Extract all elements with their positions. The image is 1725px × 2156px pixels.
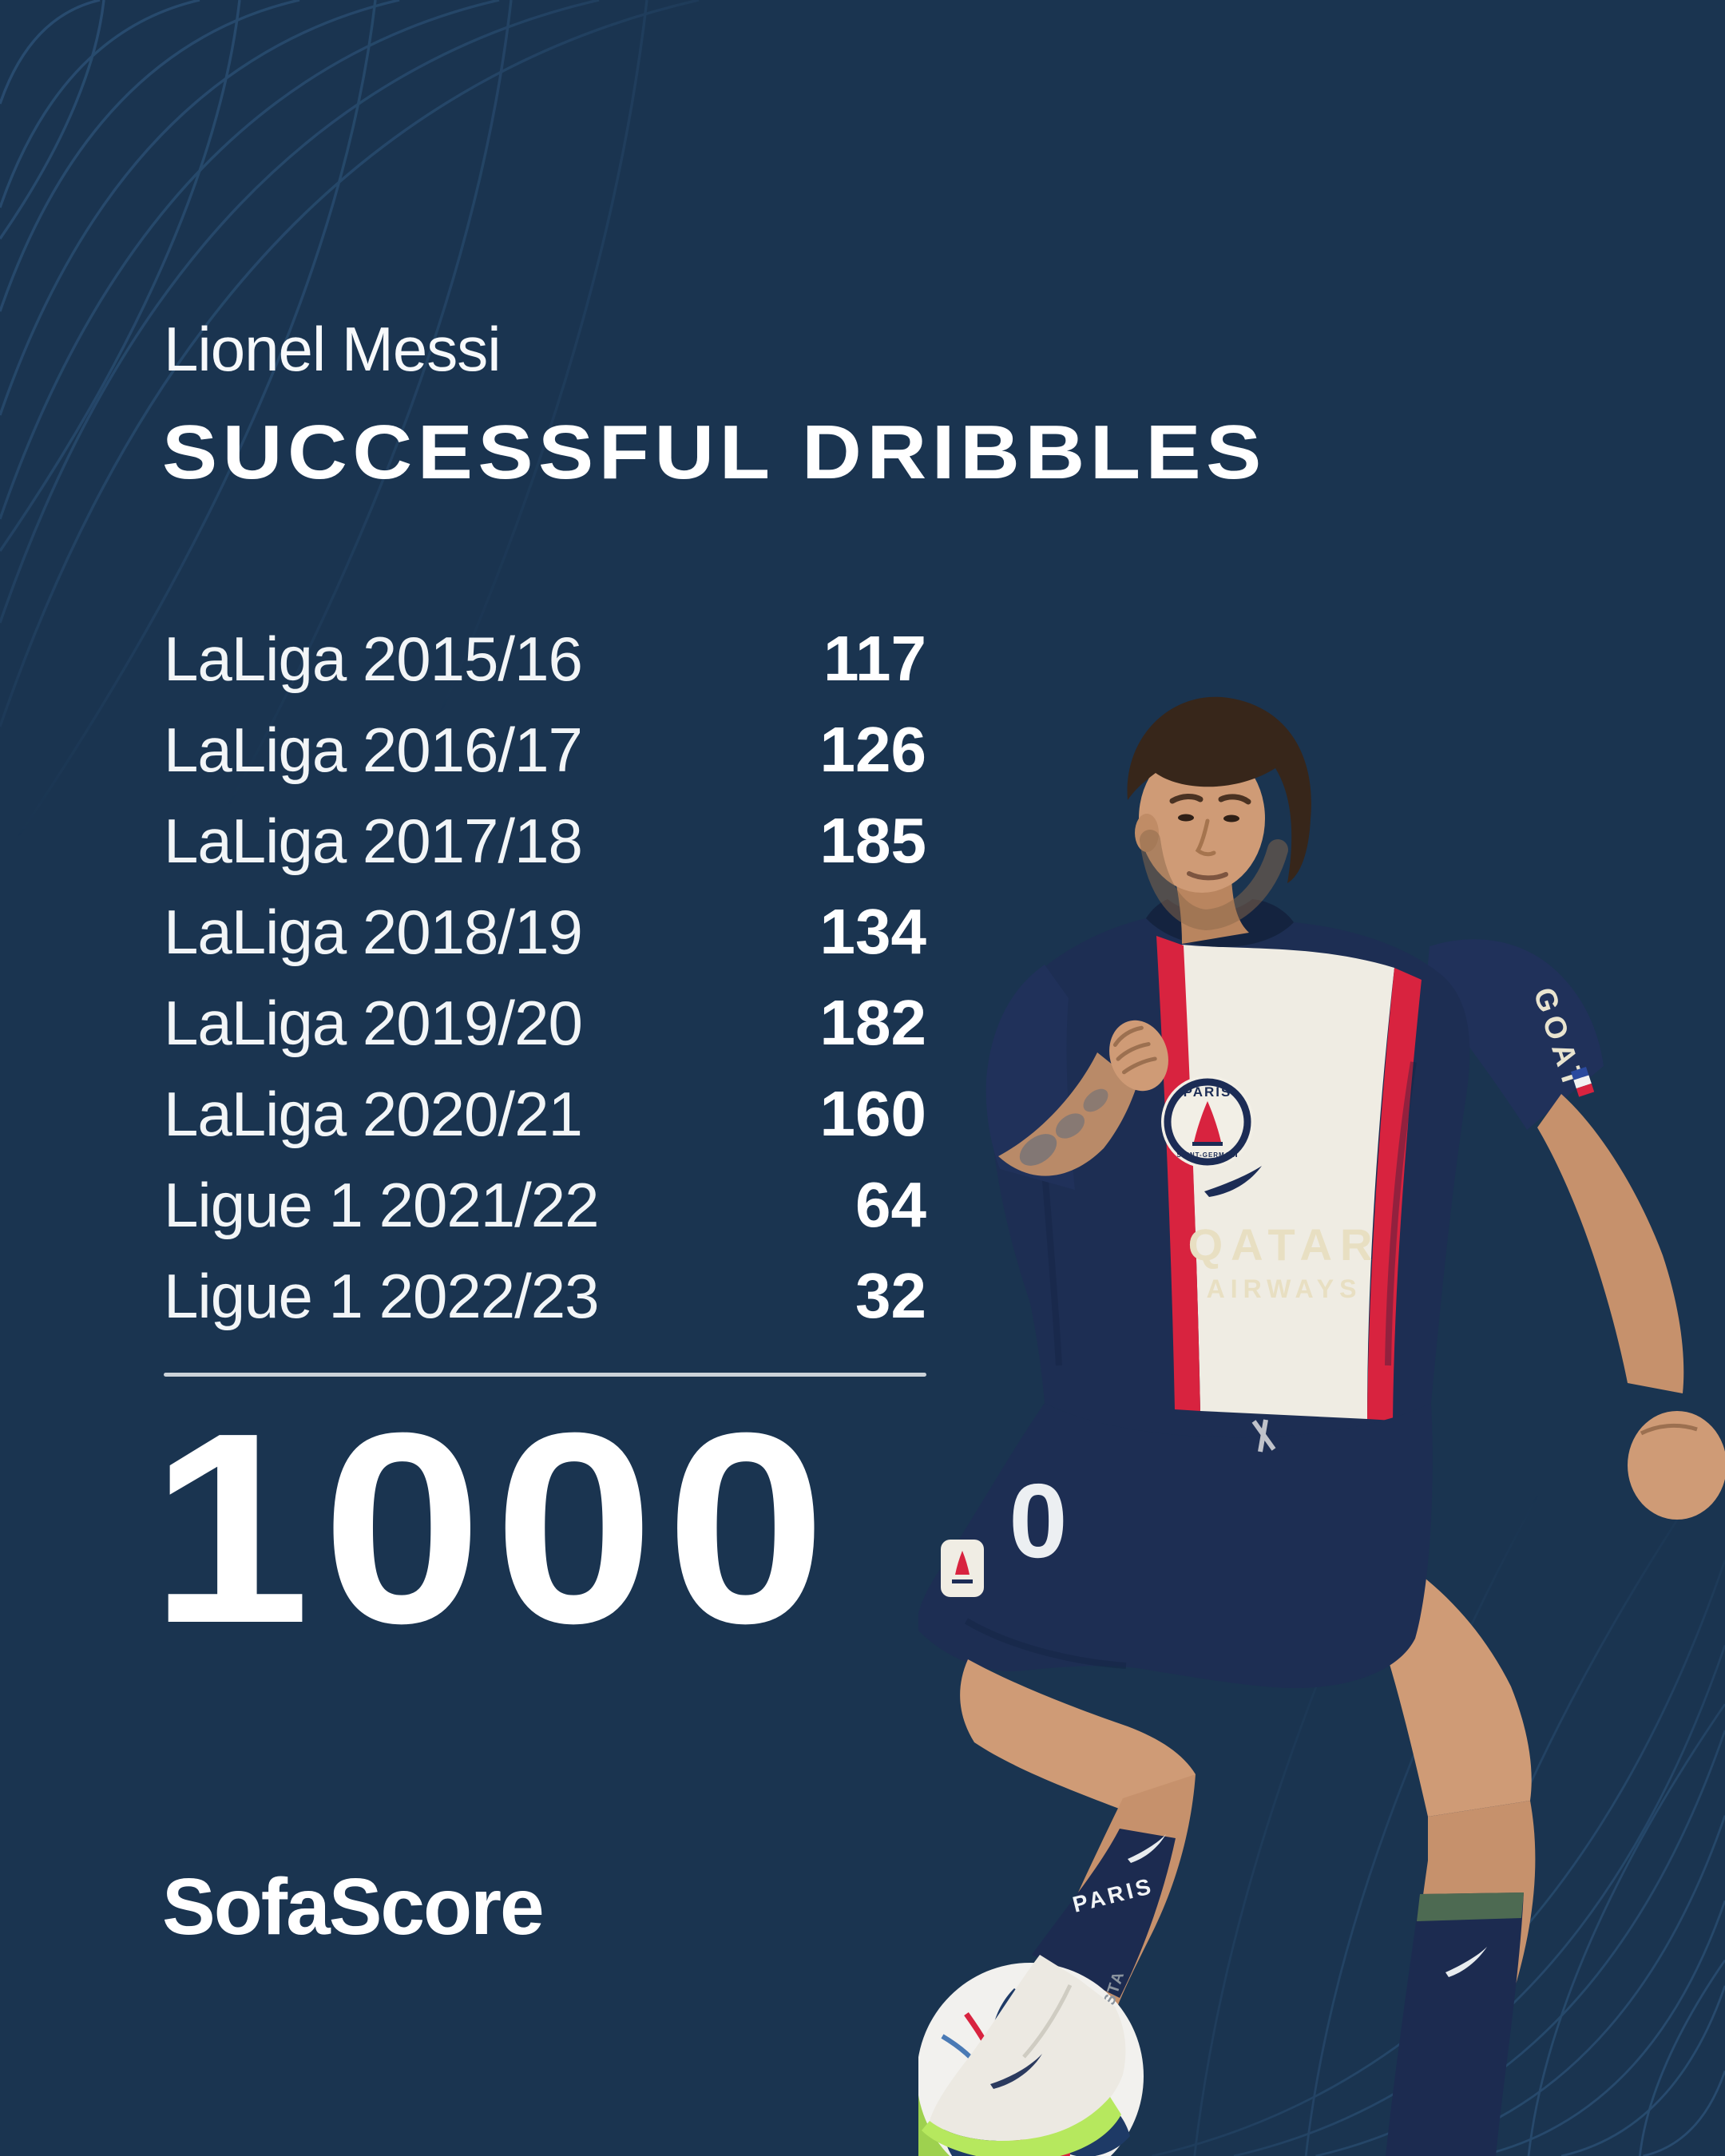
stat-label: LaLiga 2016/17 [164,715,583,785]
shorts: 0 [918,1403,1433,1688]
player-name: Lionel Messi [164,314,502,384]
stats-list: LaLiga 2015/16 117 LaLiga 2016/17 126 La… [164,613,926,1342]
france-flag-patch [1570,1067,1595,1097]
stat-label: LaLiga 2015/16 [164,624,583,694]
player-head [1127,696,1311,944]
stat-label: Ligue 1 2021/22 [164,1170,600,1240]
stat-value: 134 [819,896,926,967]
stat-row: Ligue 1 2021/22 64 [164,1159,926,1250]
stat-row: LaLiga 2019/20 182 [164,977,926,1068]
boot [922,1955,1126,2156]
shorts-crest-patch [941,1540,984,1597]
stat-label: LaLiga 2018/19 [164,897,583,967]
stat-value: 160 [819,1078,926,1149]
stat-label: LaLiga 2017/18 [164,806,583,876]
divider-line [164,1373,926,1377]
left-leg: PARIS [960,1659,1196,2022]
stat-value: 64 [855,1169,926,1240]
stat-row: LaLiga 2015/16 117 [164,613,926,704]
shorts-number: 0 [1009,1462,1067,1579]
raised-arm [985,965,1168,1190]
stat-label: LaLiga 2019/20 [164,988,583,1058]
jersey-sponsor-qatar: QATAR [1188,1219,1381,1270]
stat-value: 182 [819,987,926,1058]
psg-crest: PARIS SAINT-GERMAIN [1161,1076,1254,1168]
messi-photo-illustration: GOAT [918,696,1725,2156]
page-title: SUCCESSFUL DRIBBLES [162,410,1267,495]
jersey-sponsor-airways: AIRWAYS [1207,1274,1362,1303]
stat-row: LaLiga 2016/17 126 [164,704,926,795]
stat-value: 185 [819,805,926,876]
crest-saint-germain-text: SAINT-GERMAIN [1177,1151,1239,1159]
stat-value: 32 [855,1260,926,1331]
stat-value: 126 [819,714,926,785]
stat-row: Ligue 1 2022/23 32 [164,1250,926,1342]
stat-label: LaLiga 2020/21 [164,1079,583,1149]
crest-paris-text: PARIS [1184,1084,1232,1100]
sofascore-logo: SofaScore [162,1862,545,1952]
stat-row: LaLiga 2017/18 185 [164,795,926,886]
stat-label: Ligue 1 2022/23 [164,1261,600,1331]
stat-row: LaLiga 2018/19 134 [164,886,926,977]
extended-arm: GOAT [1426,939,1725,1520]
stat-value: 117 [823,623,926,694]
stat-row: LaLiga 2020/21 160 [164,1068,926,1159]
total-dribbles: 1000 [150,1377,839,1680]
